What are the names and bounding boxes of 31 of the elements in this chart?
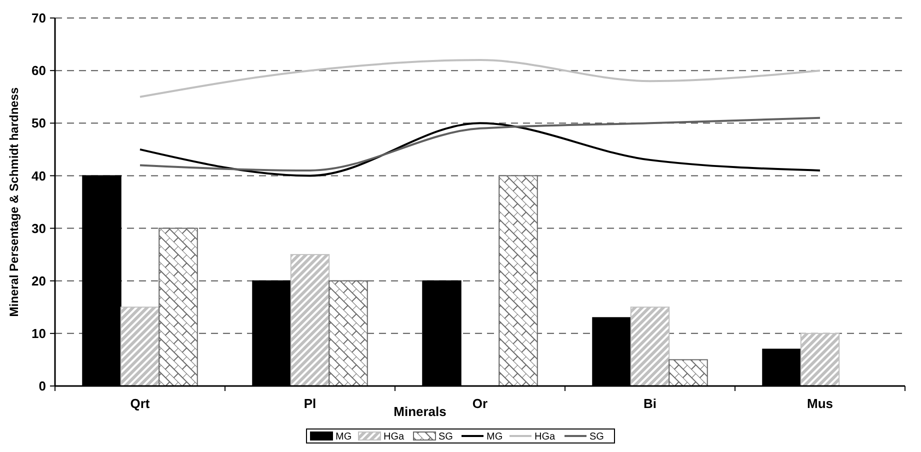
legend-label: MG [486,432,503,442]
bar [800,332,840,386]
legend-label: HGa [384,432,404,442]
bar [668,359,708,386]
bar [630,306,670,386]
bar [328,280,368,386]
x-tick-label: Bi [644,396,656,411]
y-tick-label: 50 [32,116,46,131]
y-tick-label: 40 [32,168,46,184]
bar [158,228,198,386]
x-tick-label: Pl [304,396,316,411]
y-axis-title: Mineral Persentage & Schmidt hardness [7,86,21,317]
y-tick-label: 70 [32,10,46,26]
legend-label: SG [590,432,604,442]
y-tick-label: 60 [32,63,46,78]
bar [290,254,330,386]
x-tick-label: Or [472,396,488,411]
legend-label: MG [336,432,352,442]
bar [498,175,538,386]
legend-label: HGa [534,432,556,442]
y-tick-label: 0 [38,378,46,394]
y-tick-label: 20 [32,273,46,288]
y-tick-label: 10 [32,326,46,341]
x-tick-label: Mus [807,396,833,411]
x-tick-label: Qrt [130,396,150,411]
x-axis-title: Minerals [394,404,446,419]
y-tick-label: 30 [32,220,46,236]
bar [120,306,160,386]
line-series [139,122,821,177]
line-series [139,59,821,98]
legend-label: SG [438,432,454,442]
